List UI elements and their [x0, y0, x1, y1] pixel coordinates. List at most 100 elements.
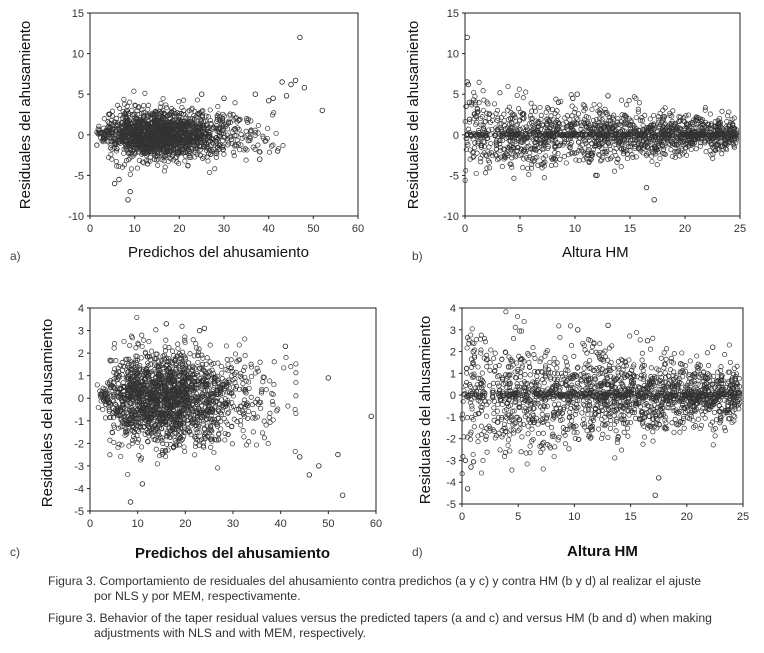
- data-point: [147, 154, 153, 160]
- data-point: [124, 103, 130, 109]
- outlier-point: [221, 95, 227, 101]
- data-point: [673, 142, 679, 148]
- data-point: [596, 110, 602, 116]
- data-point: [132, 127, 138, 133]
- data-point: [600, 132, 606, 138]
- data-point: [207, 169, 213, 175]
- data-point: [620, 148, 626, 154]
- data-point: [633, 114, 639, 121]
- data-point: [162, 153, 168, 159]
- outlier-point: [266, 97, 272, 104]
- data-point: [140, 159, 146, 165]
- data-point: [669, 153, 676, 159]
- data-point: [661, 146, 667, 152]
- x-ticks-b: 0 5 10 15 20 25: [462, 216, 746, 235]
- data-point: [475, 109, 481, 115]
- data-point: [582, 103, 588, 109]
- data-point: [668, 147, 674, 153]
- data-point: [183, 127, 189, 133]
- data-point: [568, 127, 574, 133]
- data-point: [658, 132, 664, 138]
- data-point: [604, 111, 611, 118]
- data-point: [136, 122, 142, 128]
- data-point: [121, 111, 128, 117]
- data-point: [639, 117, 645, 124]
- data-point: [520, 95, 526, 101]
- data-point: [111, 341, 118, 347]
- x-tick-label: 0: [87, 223, 93, 235]
- data-point: [637, 144, 643, 150]
- data-point: [223, 121, 229, 127]
- data-point: [186, 153, 192, 159]
- data-point: [497, 141, 503, 147]
- data-point: [531, 145, 537, 151]
- data-point: [210, 140, 216, 146]
- data-point: [726, 123, 732, 129]
- data-point: [152, 138, 158, 144]
- data-point: [477, 132, 483, 138]
- data-point: [275, 145, 281, 152]
- x-tick-label: 10: [569, 223, 581, 235]
- data-point: [115, 381, 121, 387]
- data-point: [586, 158, 592, 164]
- data-point: [716, 129, 722, 135]
- data-point: [611, 168, 618, 174]
- data-point: [702, 107, 708, 113]
- data-point: [476, 79, 482, 85]
- data-point: [641, 145, 647, 151]
- x-tick-label: 30: [218, 223, 230, 235]
- data-point: [531, 104, 538, 110]
- data-point: [605, 156, 611, 162]
- data-point: [640, 126, 646, 132]
- data-point: [158, 134, 164, 140]
- data-point: [540, 155, 546, 161]
- outlier-point: [464, 34, 470, 41]
- data-point: [599, 157, 605, 163]
- data-point: [543, 109, 549, 115]
- data-point: [238, 142, 244, 148]
- data-point: [545, 138, 551, 144]
- data-point: [548, 155, 554, 161]
- data-point: [170, 134, 176, 140]
- data-point: [557, 156, 563, 162]
- data-point: [529, 146, 535, 152]
- data-point: [470, 136, 476, 142]
- data-point: [569, 126, 576, 132]
- data-point: [686, 142, 692, 148]
- data-point: [626, 116, 632, 122]
- data-point: [140, 137, 146, 143]
- data-point: [709, 131, 715, 138]
- data-point: [725, 113, 731, 119]
- data-point: [703, 149, 709, 155]
- data-point: [267, 410, 273, 416]
- data-point: [495, 127, 501, 133]
- data-point: [105, 123, 112, 129]
- data-point: [236, 342, 242, 348]
- data-point: [244, 147, 250, 153]
- data-point: [111, 135, 117, 141]
- data-point: [252, 127, 258, 133]
- data-point: [117, 112, 123, 119]
- outlier-point: [605, 93, 611, 99]
- data-point: [247, 137, 253, 143]
- x-tick-label: 0: [462, 223, 468, 235]
- data-point: [528, 100, 534, 106]
- y-tick-label: 15: [72, 8, 84, 20]
- data-point: [133, 120, 139, 126]
- data-point: [463, 146, 469, 153]
- outlier-point: [279, 79, 285, 85]
- data-point: [521, 111, 527, 117]
- data-point: [236, 118, 242, 124]
- data-point: [518, 146, 524, 152]
- data-point: [720, 146, 726, 152]
- data-point: [204, 154, 210, 160]
- data-point: [655, 128, 661, 134]
- data-point: [476, 132, 482, 138]
- data-point: [107, 145, 114, 151]
- data-point: [613, 146, 619, 152]
- data-point: [688, 146, 694, 153]
- data-point: [585, 146, 591, 152]
- data-point: [187, 351, 193, 357]
- x-tick-label: 20: [173, 223, 185, 235]
